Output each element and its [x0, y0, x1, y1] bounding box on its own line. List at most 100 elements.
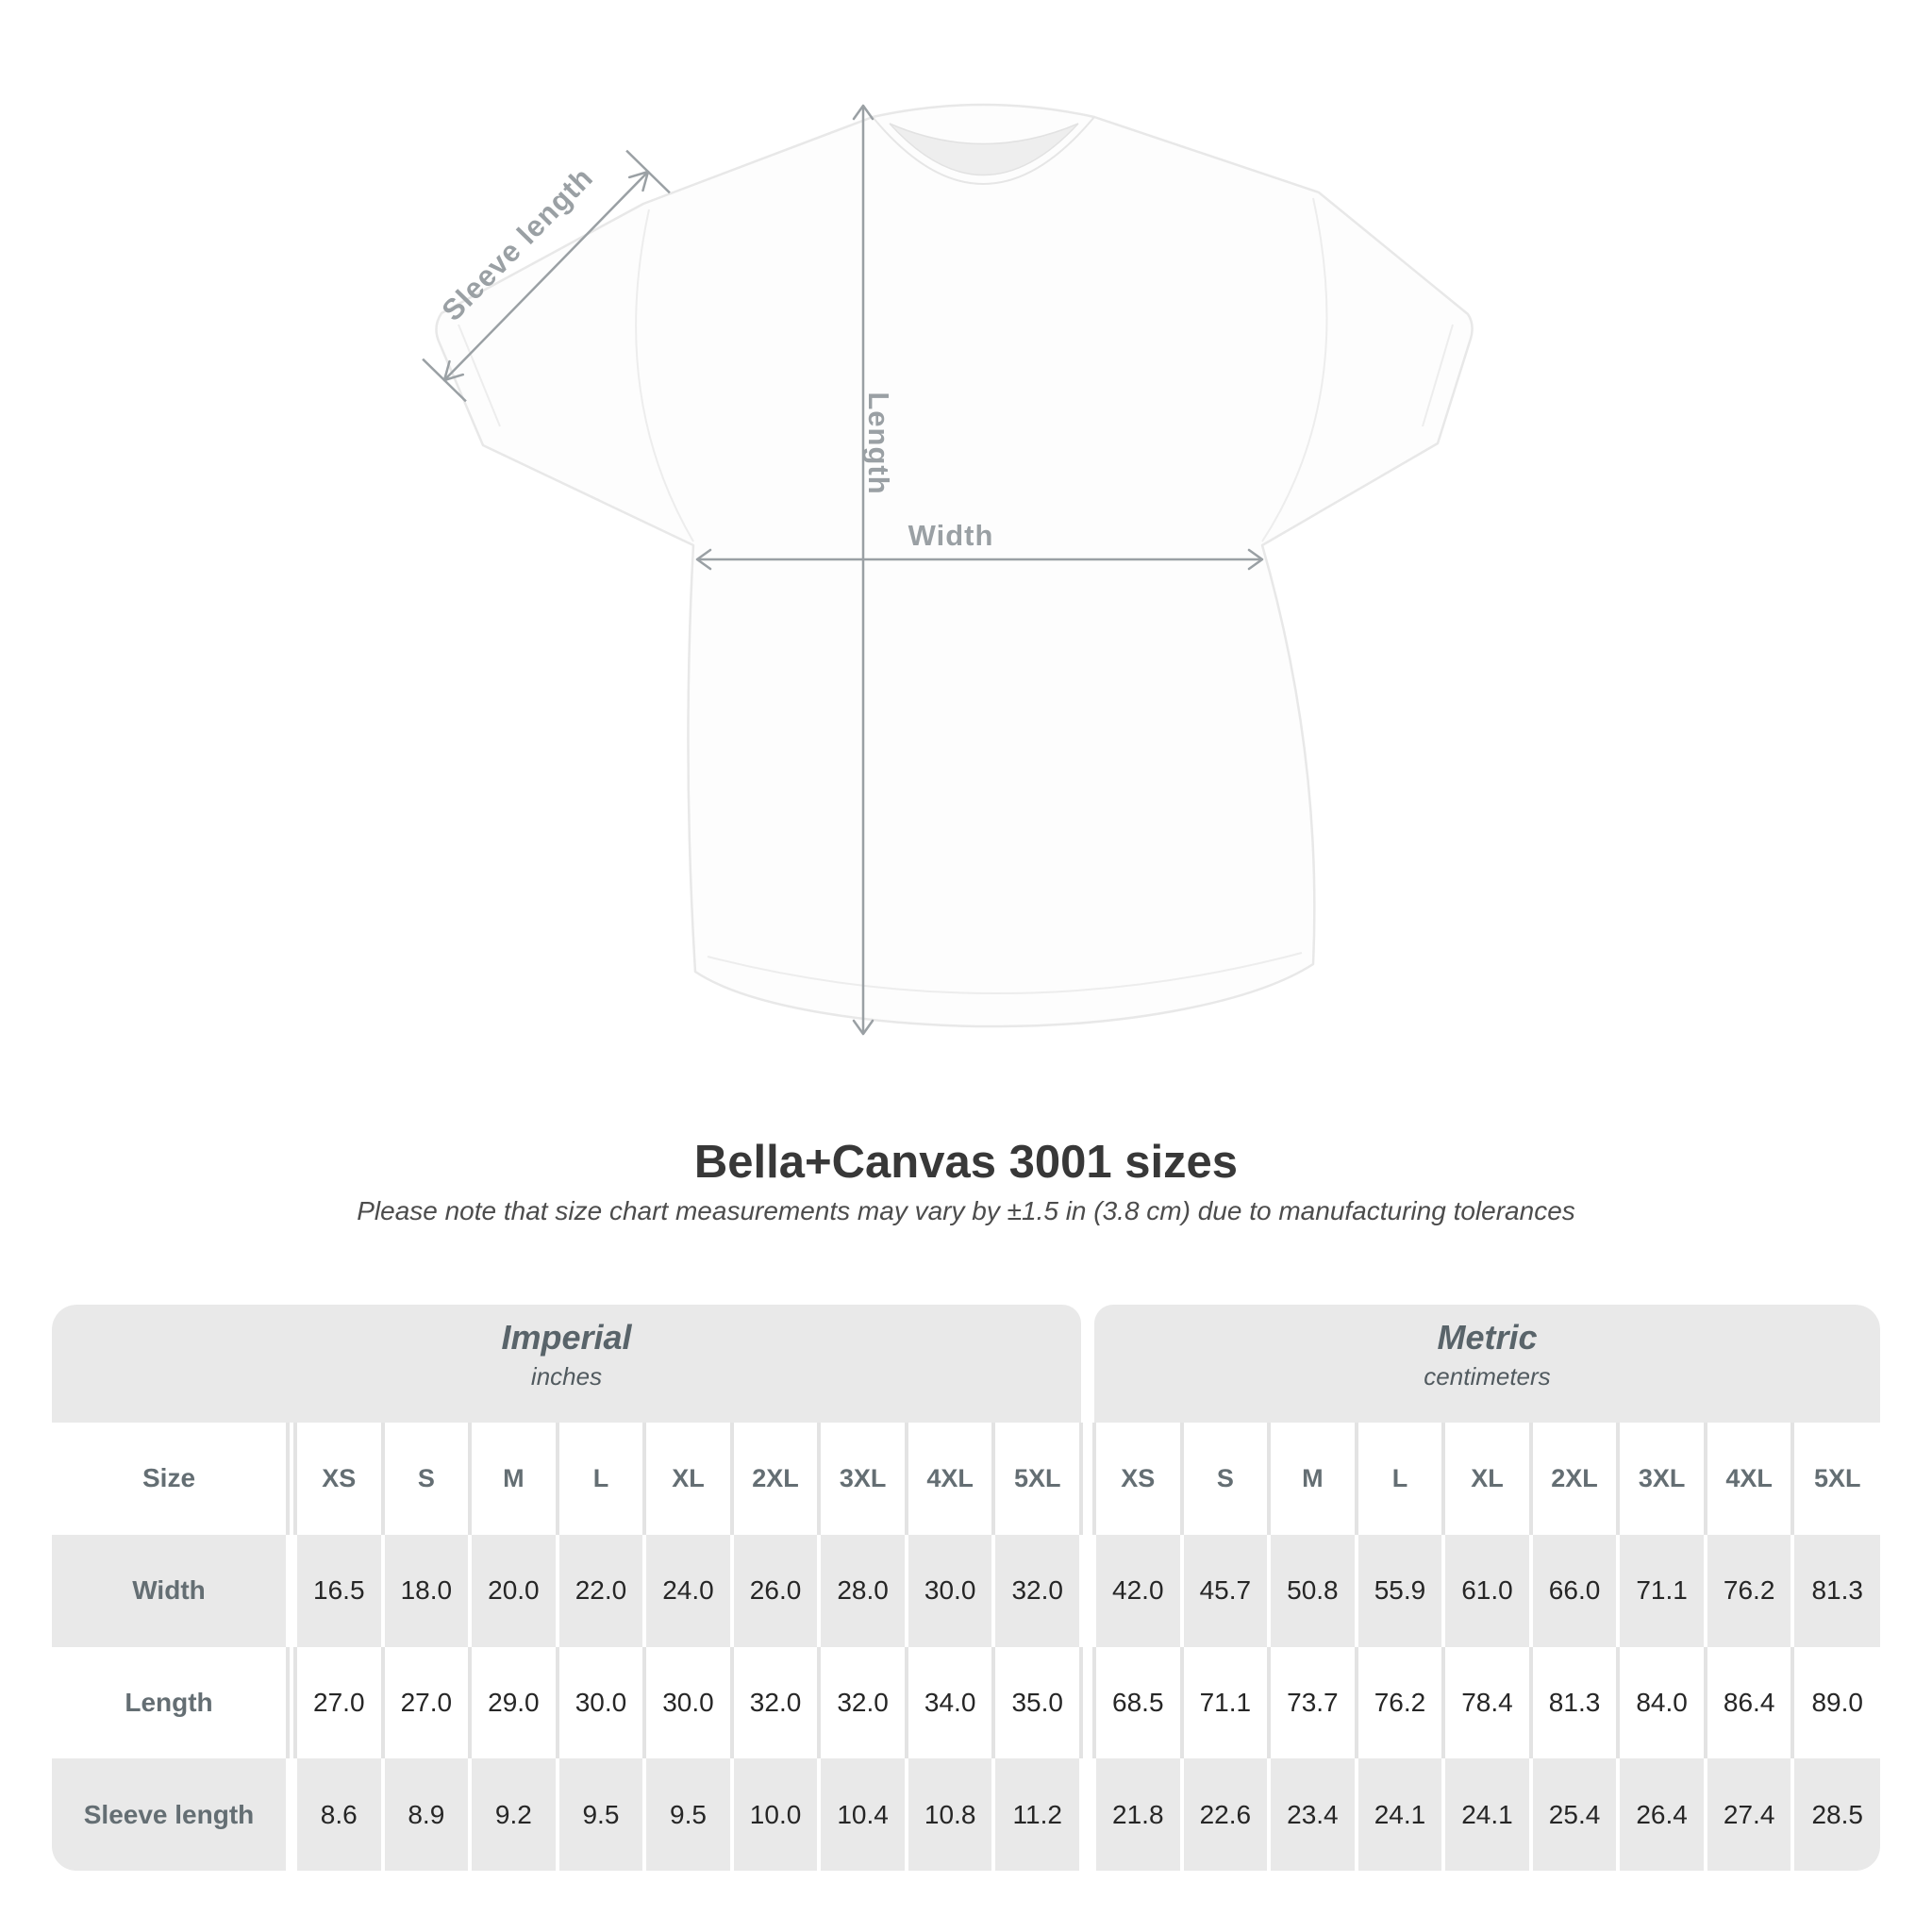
- value-length-metric-xl: 78.4: [1443, 1646, 1531, 1759]
- value-width-metric-xl: 61.0: [1443, 1534, 1531, 1647]
- value-length-metric-xs: 68.5: [1094, 1646, 1182, 1759]
- column-header-metric-xl: XL: [1443, 1423, 1531, 1535]
- page-title: Bella+Canvas 3001 sizes: [693, 1137, 1239, 1188]
- tshirt-diagram: Sleeve length Length Width: [422, 103, 1474, 1036]
- value-length-imperial-3xl: 32.0: [819, 1646, 907, 1759]
- value-width-imperial-2xl: 26.0: [731, 1534, 820, 1647]
- tshirt-outline: [435, 103, 1474, 1028]
- hem-stitch: [707, 952, 1303, 994]
- tshirt-illustration: [435, 103, 1474, 1028]
- value-sleeve-length-metric-l: 24.1: [1356, 1758, 1444, 1871]
- value-length-imperial-5xl: 35.0: [993, 1646, 1081, 1759]
- value-length-imperial-xs: 27.0: [295, 1646, 383, 1759]
- value-sleeve-length-metric-3xl: 26.4: [1618, 1758, 1706, 1871]
- section-divider: [1081, 1534, 1094, 1647]
- column-header-metric-s: S: [1181, 1423, 1270, 1535]
- value-sleeve-length-metric-xs: 21.8: [1094, 1758, 1182, 1871]
- value-width-metric-xs: 42.0: [1094, 1534, 1182, 1647]
- width-dimension-arrow: [695, 548, 1264, 571]
- column-header-imperial-s: S: [382, 1423, 471, 1535]
- right-cuff-seam: [1422, 324, 1454, 427]
- value-length-imperial-l: 30.0: [557, 1646, 645, 1759]
- column-header-metric-xs: XS: [1094, 1423, 1182, 1535]
- value-length-imperial-2xl: 32.0: [731, 1646, 820, 1759]
- column-header-metric-2xl: 2XL: [1530, 1423, 1619, 1535]
- value-sleeve-length-imperial-2xl: 10.0: [731, 1758, 820, 1871]
- value-width-imperial-4xl: 30.0: [906, 1534, 994, 1647]
- table-row-length: Length 27.0 27.0 29.0 30.0 30.0 32.0 32.0 34.0 35…: [52, 1646, 1880, 1759]
- value-width-imperial-5xl: 32.0: [993, 1534, 1081, 1647]
- column-header-metric-l: L: [1356, 1423, 1444, 1535]
- value-sleeve-length-imperial-5xl: 11.2: [993, 1758, 1081, 1871]
- value-length-imperial-xl: 30.0: [644, 1646, 732, 1759]
- table-header-band: Imperial inches Metric centimeters: [52, 1305, 1880, 1423]
- value-length-metric-3xl: 84.0: [1618, 1646, 1706, 1759]
- column-header-metric-3xl: 3XL: [1618, 1423, 1706, 1535]
- column-header-imperial-m: M: [470, 1423, 558, 1535]
- value-length-metric-s: 71.1: [1181, 1646, 1270, 1759]
- value-length-metric-m: 73.7: [1269, 1646, 1357, 1759]
- value-width-metric-m: 50.8: [1269, 1534, 1357, 1647]
- value-width-metric-2xl: 66.0: [1530, 1534, 1619, 1647]
- value-width-metric-5xl: 81.3: [1792, 1534, 1880, 1647]
- value-width-imperial-m: 20.0: [470, 1534, 558, 1647]
- value-sleeve-length-metric-4xl: 27.4: [1705, 1758, 1793, 1871]
- sleeve-length-dimension-arrow: [422, 149, 671, 403]
- value-length-metric-5xl: 89.0: [1792, 1646, 1880, 1759]
- imperial-unit: inches: [530, 1362, 603, 1391]
- page-subtitle: Please note that size chart measurements…: [357, 1196, 1575, 1225]
- row-label: Length: [52, 1646, 288, 1759]
- column-header-imperial-xl: XL: [644, 1423, 732, 1535]
- size-column-divider: [288, 1758, 295, 1871]
- value-width-metric-3xl: 71.1: [1618, 1534, 1706, 1647]
- value-length-imperial-s: 27.0: [382, 1646, 471, 1759]
- row-label: Width: [52, 1534, 288, 1647]
- metric-unit: centimeters: [1424, 1362, 1551, 1391]
- value-length-metric-2xl: 81.3: [1530, 1646, 1619, 1759]
- collar-opening: [889, 123, 1079, 176]
- value-sleeve-length-metric-s: 22.6: [1181, 1758, 1270, 1871]
- value-length-metric-l: 76.2: [1356, 1646, 1444, 1759]
- value-sleeve-length-imperial-m: 9.2: [470, 1758, 558, 1871]
- value-sleeve-length-metric-5xl: 28.5: [1792, 1758, 1880, 1871]
- size-header-row: Size XS S M L XL 2XL 3XL 4XL 5XL XS S M L XL 2XL 3XL 4XL 5…: [52, 1423, 1880, 1535]
- value-width-imperial-l: 22.0: [557, 1534, 645, 1647]
- size-column-divider: [288, 1646, 295, 1759]
- value-length-metric-4xl: 86.4: [1705, 1646, 1793, 1759]
- column-header-metric-5xl: 5XL: [1792, 1423, 1880, 1535]
- value-sleeve-length-imperial-s: 8.9: [382, 1758, 471, 1871]
- column-header-imperial-3xl: 3XL: [819, 1423, 907, 1535]
- value-width-metric-4xl: 76.2: [1705, 1534, 1793, 1647]
- value-sleeve-length-imperial-l: 9.5: [557, 1758, 645, 1871]
- value-sleeve-length-imperial-3xl: 10.4: [819, 1758, 907, 1871]
- value-length-imperial-4xl: 34.0: [906, 1646, 994, 1759]
- size-column-divider: [288, 1423, 295, 1535]
- column-header-metric-4xl: 4XL: [1705, 1423, 1793, 1535]
- column-header-imperial-xs: XS: [295, 1423, 383, 1535]
- length-dimension-arrow: [852, 104, 874, 1036]
- section-divider: [1081, 1758, 1094, 1871]
- section-divider: [1081, 1423, 1094, 1535]
- table-row-width: Width 16.5 18.0 20.0 22.0 24.0 26.0 28.0 30.0 32.…: [52, 1534, 1880, 1647]
- value-sleeve-length-metric-m: 23.4: [1269, 1758, 1357, 1871]
- value-sleeve-length-metric-xl: 24.1: [1443, 1758, 1531, 1871]
- column-header-metric-m: M: [1269, 1423, 1357, 1535]
- left-armhole-seam: [635, 208, 694, 542]
- imperial-section-header: Imperial inches: [52, 1305, 1081, 1423]
- value-width-imperial-xl: 24.0: [644, 1534, 732, 1647]
- value-sleeve-length-imperial-xl: 9.5: [644, 1758, 732, 1871]
- column-header-imperial-4xl: 4XL: [906, 1423, 994, 1535]
- value-length-imperial-m: 29.0: [470, 1646, 558, 1759]
- column-header-imperial-2xl: 2XL: [731, 1423, 820, 1535]
- column-header-imperial-l: L: [557, 1423, 645, 1535]
- right-armhole-seam: [1261, 197, 1328, 542]
- size-column-divider: [288, 1534, 295, 1647]
- column-header-imperial-5xl: 5XL: [993, 1423, 1081, 1535]
- section-divider: [1081, 1305, 1094, 1423]
- value-width-imperial-xs: 16.5: [295, 1534, 383, 1647]
- value-width-metric-l: 55.9: [1356, 1534, 1444, 1647]
- metric-label: Metric: [1437, 1318, 1538, 1357]
- imperial-label: Imperial: [501, 1318, 632, 1357]
- row-label: Sleeve length: [52, 1758, 288, 1871]
